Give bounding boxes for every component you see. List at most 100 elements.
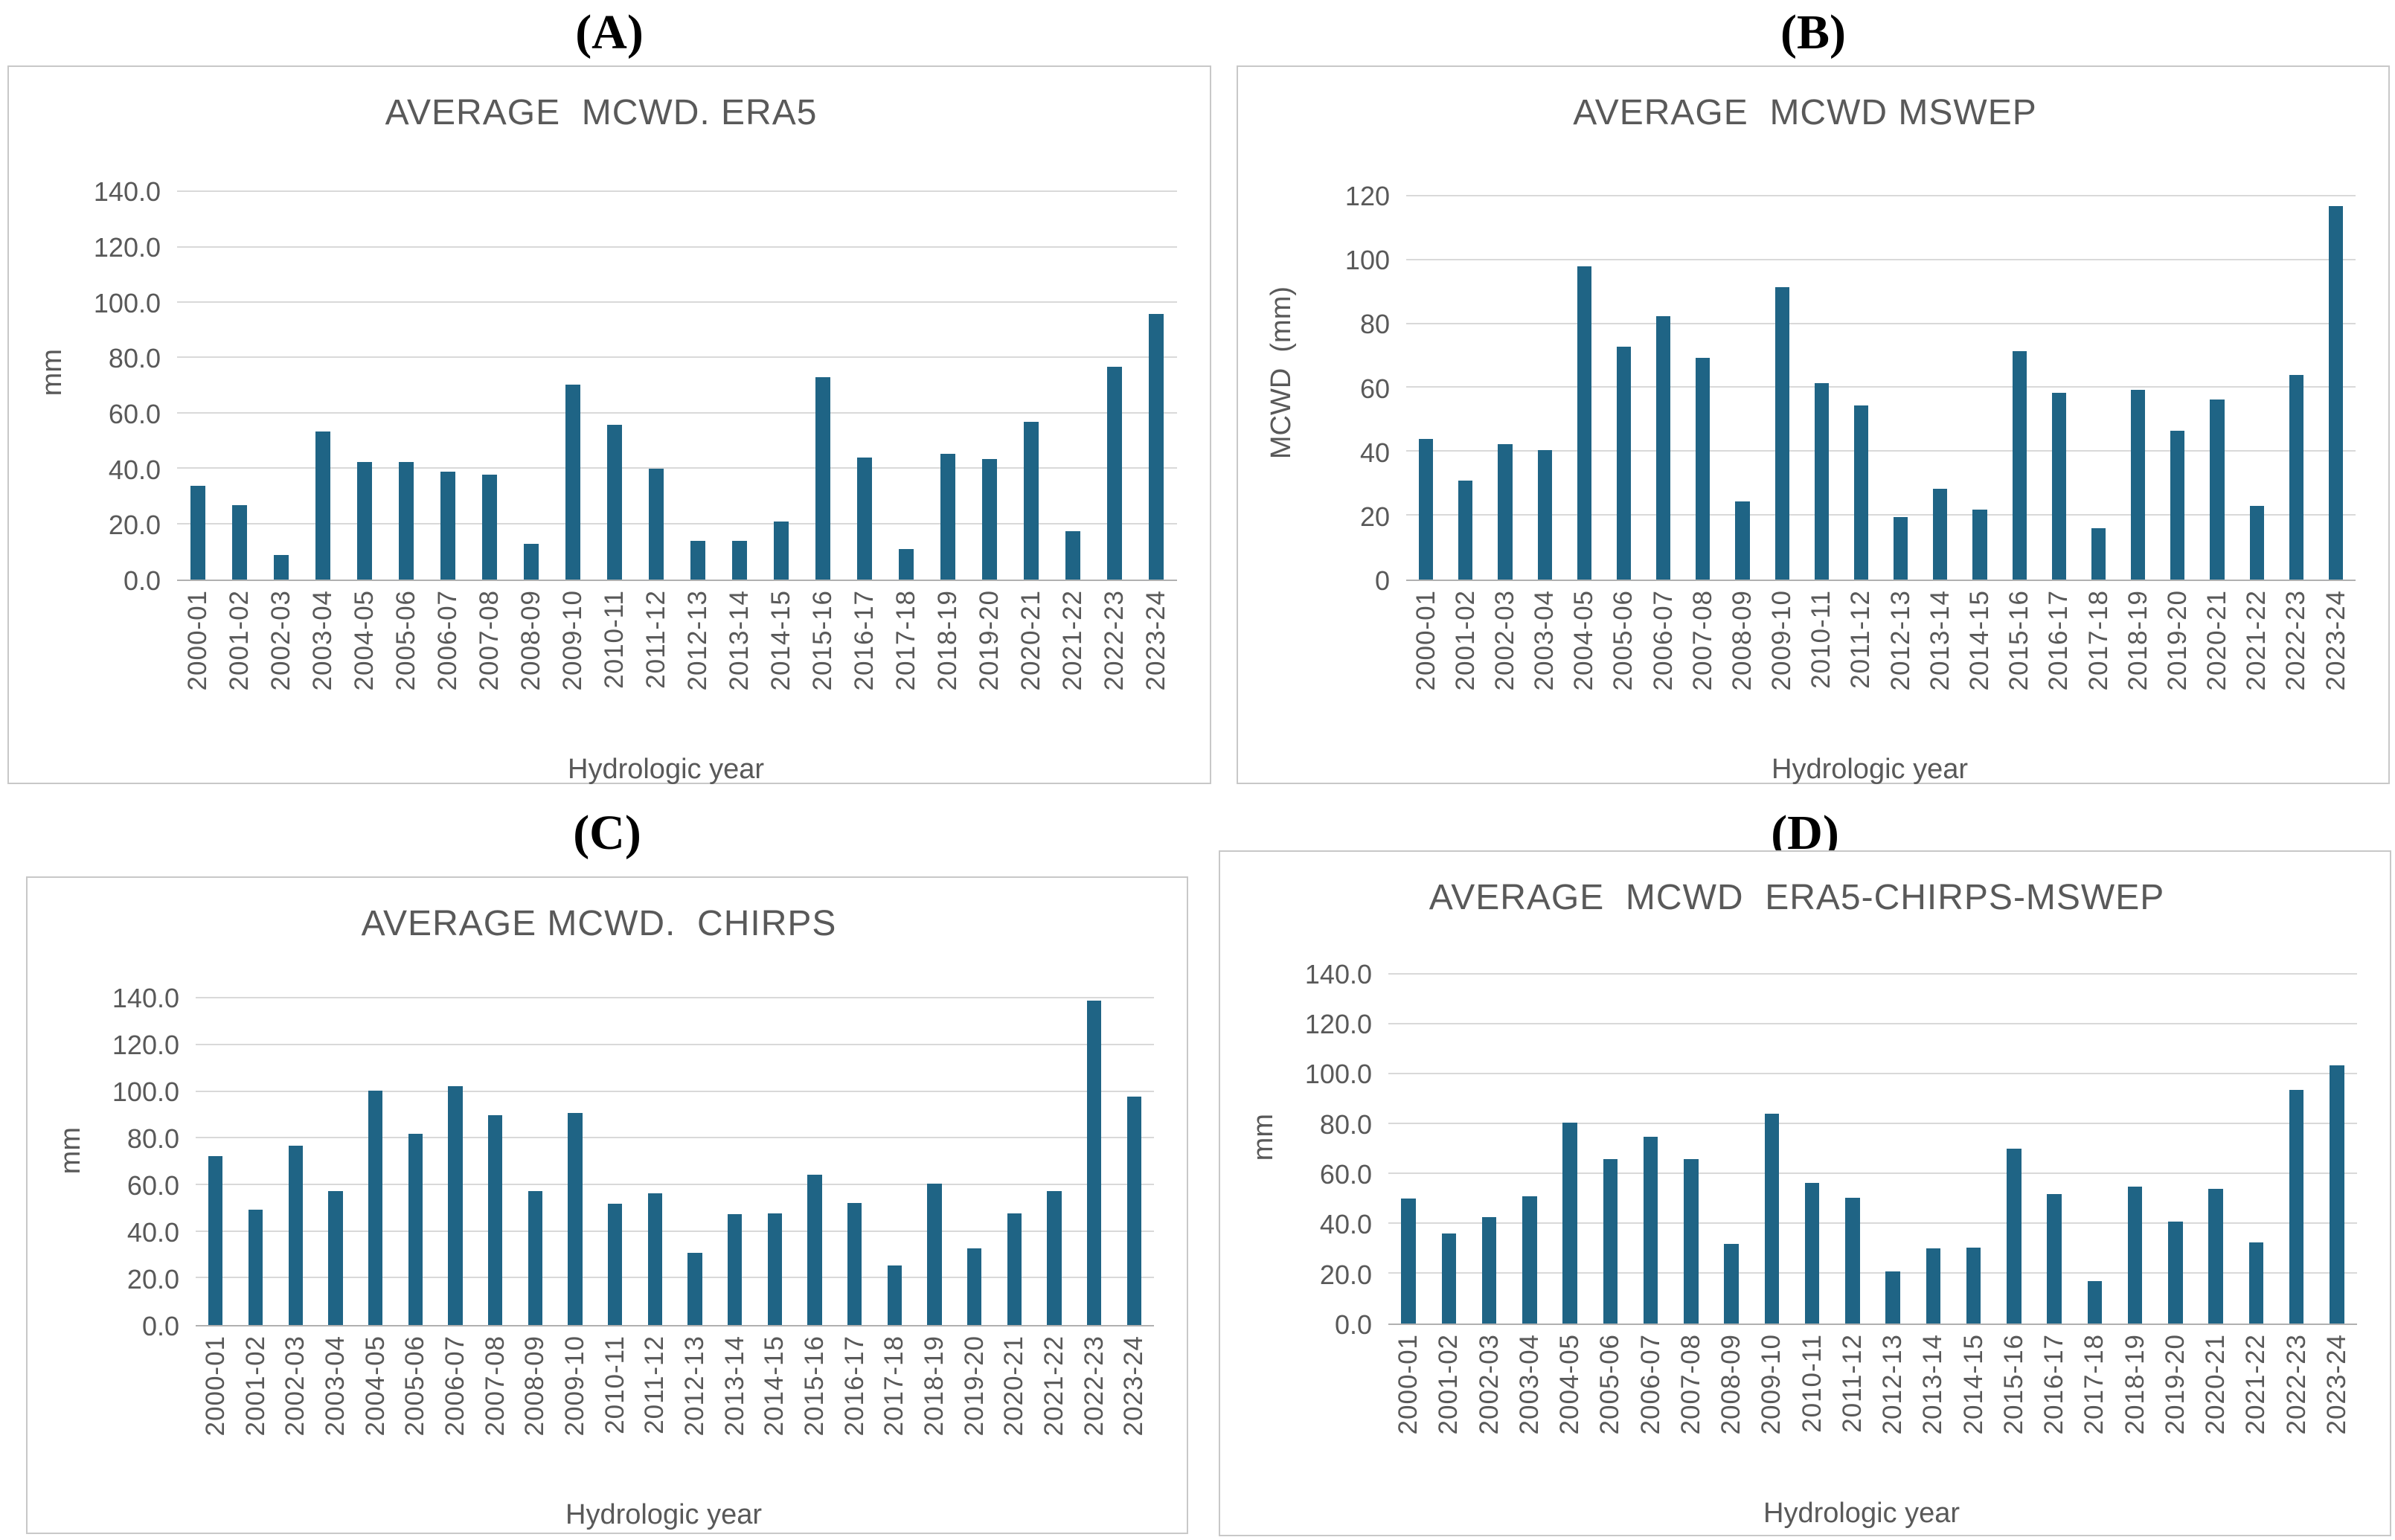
- bar-2003-04: [1522, 1196, 1537, 1324]
- bar-slot-2010-11: [594, 164, 635, 580]
- y-axis-title: mm: [36, 349, 68, 397]
- x-tick-slot: 2009-10: [1751, 1325, 1792, 1495]
- y-tick-label: 60: [1359, 373, 1390, 404]
- y-axis-title-wrap: MCWD (mm): [1254, 164, 1308, 581]
- x-tick-label: 2018-19: [933, 590, 962, 691]
- x-tick-slot: 2017-18: [2074, 1325, 2115, 1495]
- x-tick-slot: 2002-03: [1469, 1325, 1510, 1495]
- bar-slot-2015-16: [2000, 164, 2039, 580]
- x-tick-label: 2007-08: [1687, 590, 1717, 691]
- bar-2001-02: [231, 504, 248, 580]
- x-tick-slot: 2010-11: [1792, 1325, 1833, 1495]
- bar-2021-22: [2249, 506, 2264, 580]
- x-tick-slot: 2004-05: [356, 1326, 396, 1496]
- bar-2006-07: [448, 1085, 463, 1325]
- bar-2012-13: [1885, 1271, 1900, 1324]
- bar-slot-2022-23: [2277, 949, 2317, 1324]
- bar-2008-09: [523, 543, 539, 580]
- gridline: [177, 246, 1177, 248]
- y-tick-label: 80.0: [126, 1123, 179, 1155]
- x-tick-label: 2008-09: [516, 590, 545, 691]
- y-tick-label: 120.0: [93, 232, 161, 263]
- x-tick-slot: 2008-09: [1722, 581, 1762, 751]
- bar-2012-13: [690, 540, 706, 580]
- bar-2007-08: [487, 1115, 503, 1325]
- x-tick-slot: 2020-21: [2196, 1325, 2236, 1495]
- bar-2014-15: [773, 521, 789, 580]
- x-tick-slot: 2021-22: [1034, 1326, 1074, 1496]
- bar-slot-2006-07: [435, 975, 475, 1325]
- x-tick-label: 2010-11: [1797, 1334, 1827, 1433]
- y-tick-label: 140.0: [1304, 958, 1372, 989]
- x-tick-slot: 2000-01: [177, 581, 219, 751]
- bar-2015-16: [2012, 351, 2027, 580]
- bar-slot-2000-01: [1406, 164, 1446, 580]
- x-tick-label: 2014-15: [1964, 590, 1994, 691]
- bar-slot-2004-05: [356, 975, 396, 1325]
- bar-slot-2023-24: [2316, 164, 2356, 580]
- panel-label-A: (A): [575, 5, 644, 60]
- bar-2015-16: [807, 1174, 822, 1325]
- bar-slot-2020-21: [2196, 949, 2236, 1324]
- x-tick-slot: 2008-09: [510, 581, 552, 751]
- bar-2002-03: [1481, 1217, 1497, 1324]
- bar-slot-2016-17: [2034, 949, 2074, 1324]
- bar-slot-2004-05: [1565, 164, 1604, 580]
- bar-2011-12: [1853, 405, 1869, 580]
- x-tick-label: 2016-17: [2044, 590, 2074, 691]
- bar-slot-2020-21: [2197, 164, 2237, 580]
- gridline: [196, 1044, 1154, 1045]
- x-tick-label: 2010-11: [1806, 590, 1836, 689]
- x-axis-title: Hydrologic year: [1772, 754, 1968, 785]
- x-tick-slot: 2016-17: [844, 581, 885, 751]
- x-tick-label: 2003-04: [1530, 590, 1559, 691]
- bar-slot-2009-10: [1751, 949, 1792, 1324]
- x-tick-label: 2006-07: [1648, 590, 1678, 691]
- bar-slot-2002-03: [275, 975, 315, 1325]
- bar-slot-2009-10: [555, 975, 595, 1325]
- x-tick-slot: 2023-24: [2317, 1325, 2357, 1495]
- x-tick-slot: 2005-06: [1590, 1325, 1630, 1495]
- x-tick-slot: 2009-10: [1763, 581, 1802, 751]
- y-tick-label: 140.0: [93, 176, 161, 208]
- bar-2017-18: [2091, 528, 2106, 580]
- x-tick-slot: 2021-22: [1052, 581, 1094, 751]
- y-axis-ticks: 0.0 20.0 40.0 60.0 80.0 100.0 120.0 140.0: [1290, 949, 1388, 1340]
- bar-slot-2017-18: [2074, 949, 2115, 1324]
- x-tick-slot: 2007-08: [1671, 1325, 1711, 1495]
- x-tick-label: 2013-14: [1925, 590, 1955, 691]
- bar-slot-2014-15: [760, 164, 802, 580]
- y-tick-label: 120.0: [1304, 1009, 1372, 1039]
- plot-area: [1406, 164, 2356, 581]
- x-tick-slot: 2016-17: [2039, 581, 2079, 751]
- x-tick-label: 2003-04: [1514, 1334, 1544, 1435]
- x-tick-label: 2019-20: [2162, 590, 2192, 691]
- bar-slot-2011-12: [1833, 949, 1873, 1324]
- bar-slot-2000-01: [1388, 949, 1429, 1324]
- x-tick-label: 2017-18: [891, 590, 920, 691]
- bar-2023-24: [2328, 205, 2344, 580]
- bar-2017-18: [887, 1265, 902, 1325]
- bar-2000-01: [190, 485, 206, 580]
- x-tick-label: 2016-17: [839, 1335, 869, 1437]
- x-tick-slot: 2018-19: [2118, 581, 2158, 751]
- bar-slot-2021-22: [2237, 164, 2277, 580]
- bar-slot-2009-10: [552, 164, 594, 580]
- x-tick-label: 2019-20: [2160, 1334, 2190, 1435]
- chart-panel-era5: AVERAGE MCWD. ERA5 mm 0.0 20.0 40.0 60.0 80.…: [7, 65, 1211, 785]
- bar-2006-07: [1656, 315, 1671, 580]
- x-tick-label: 2000-01: [200, 1335, 230, 1437]
- bar-2022-23: [2289, 375, 2303, 580]
- bar-slot-2022-23: [1094, 164, 1135, 580]
- bar-slot-2009-10: [1763, 164, 1802, 580]
- bar-2013-14: [1933, 488, 1948, 580]
- y-tick-label: 80.0: [1319, 1109, 1372, 1140]
- x-tick-label: 2014-15: [760, 1335, 789, 1437]
- bar-2014-15: [1972, 509, 1987, 580]
- x-axis-labels: 2000-01 2001-02 2002-03 2003-04 2004-05 2005-…: [177, 581, 1177, 751]
- y-tick-label: 40.0: [108, 454, 161, 485]
- x-tick-slot: 2005-06: [1604, 581, 1644, 751]
- x-tick-label: 2015-16: [808, 590, 837, 691]
- gridline: [177, 467, 1177, 469]
- y-axis-ticks: 0 20 40 60 80 100 120: [1308, 164, 1406, 596]
